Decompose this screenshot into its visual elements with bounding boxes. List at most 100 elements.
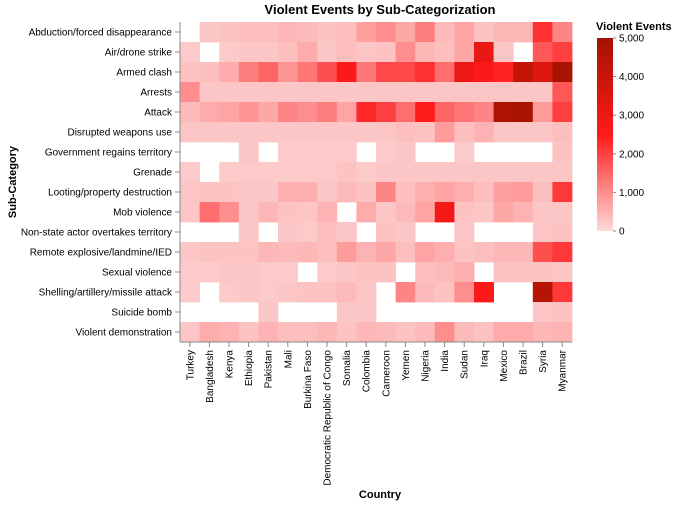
heatmap-cell [395, 102, 416, 123]
heatmap-cell [219, 42, 240, 63]
heatmap-cell [376, 62, 396, 83]
heatmap-cell [552, 242, 573, 263]
heatmap-cell [356, 82, 377, 103]
heatmap-cell [180, 242, 200, 263]
heatmap-cell [474, 82, 494, 103]
heatmap-cell [356, 102, 377, 123]
x-tick-label: Sudan [460, 350, 471, 379]
legend-tick-label: 1,000 [619, 188, 644, 199]
heatmap-cell [356, 182, 377, 203]
heatmap-cell [415, 82, 436, 103]
heatmap-cell [493, 262, 514, 283]
heatmap-cell [336, 182, 357, 203]
heatmap-cell [297, 142, 318, 163]
heatmap-cell [180, 82, 200, 103]
y-tick-label: Violent demonstration [75, 328, 172, 339]
heatmap-cell [317, 242, 338, 263]
heatmap-cell [513, 322, 534, 343]
heatmap-cell [454, 62, 475, 83]
heatmap-cell [180, 42, 200, 63]
heatmap-cell [317, 202, 338, 223]
heatmap-cell [238, 322, 259, 343]
heatmap-cell [493, 62, 514, 83]
heatmap-cell [317, 262, 338, 283]
x-tick-label: Burkina Faso [303, 350, 314, 409]
heatmap-cell [238, 182, 259, 203]
heatmap-cell [238, 282, 259, 303]
heatmap-cell [356, 162, 377, 183]
heatmap-cell [532, 302, 553, 323]
heatmap-cell [297, 102, 318, 123]
heatmap-cell [415, 242, 436, 263]
heatmap-cell [376, 322, 396, 343]
heatmap-cell [297, 122, 318, 143]
heatmap-cell [219, 182, 240, 203]
heatmap-cell [180, 62, 200, 83]
y-tick-label: Looting/property destruction [48, 188, 172, 199]
heatmap-cell [336, 22, 357, 43]
heatmap-cell [317, 182, 338, 203]
y-tick-label: Grenade [133, 168, 172, 179]
heatmap-cell [238, 142, 259, 163]
heatmap-cell [219, 82, 240, 103]
heatmap-cell [454, 222, 475, 243]
heatmap-cell [415, 102, 436, 123]
y-tick-label: Arrests [140, 88, 172, 99]
x-tick-label: Syria [538, 350, 549, 373]
heatmap-cell [317, 102, 338, 123]
y-tick-label: Disrupted weapons use [67, 128, 172, 139]
heatmap-cell [238, 62, 259, 83]
y-tick-labels: Abduction/forced disappearance Air/drone … [21, 28, 173, 339]
heatmap-cell [356, 62, 377, 83]
heatmap-cell [532, 222, 553, 243]
heatmap-cell [532, 322, 553, 343]
heatmap-cell [317, 162, 338, 183]
heatmap-cell [297, 42, 318, 63]
heatmap-cell [258, 82, 279, 103]
heatmap-cell [376, 82, 396, 103]
y-tick-label: Attack [144, 108, 173, 119]
heatmap-cell [552, 302, 573, 323]
heatmap-cell [376, 102, 396, 123]
heatmap-cell [238, 242, 259, 263]
x-tick-label: India [440, 350, 451, 372]
heatmap-cell [258, 162, 279, 183]
heatmap-cell [336, 82, 357, 103]
heatmap-cell [434, 322, 455, 343]
x-tick-label: Myanmar [558, 349, 569, 391]
x-tick-label: Pakistan [264, 350, 275, 388]
heatmap-cell [356, 122, 377, 143]
heatmap-cell [278, 202, 298, 223]
heatmap-cell [199, 262, 220, 283]
heatmap-cell [336, 42, 357, 63]
heatmap-cell [297, 162, 318, 183]
heatmap-cell [317, 82, 338, 103]
legend-tick-label: 2,000 [619, 149, 644, 160]
heatmap-cell [258, 42, 279, 63]
heatmap-cell [219, 242, 240, 263]
x-tick-label: Mexico [499, 350, 510, 382]
heatmap-cell [238, 162, 259, 183]
heatmap-cell [513, 22, 534, 43]
y-tick-label: Armed clash [116, 68, 172, 79]
heatmap-cell [552, 202, 573, 223]
heatmap-cell [552, 222, 573, 243]
heatmap-cell [415, 122, 436, 143]
heatmap-cell [278, 242, 298, 263]
heatmap-cell [376, 42, 396, 63]
legend-title: Violent Events [596, 21, 672, 33]
x-tick-label: Yemen [401, 350, 412, 381]
heatmap-cell [199, 202, 220, 223]
heatmap-cell [474, 102, 494, 123]
heatmap-cell [356, 242, 377, 263]
legend-color-bar [597, 38, 613, 231]
heatmap-cell [376, 242, 396, 263]
heatmap-cell [415, 262, 436, 283]
heatmap-cell [454, 202, 475, 223]
heatmap-cell [513, 202, 534, 223]
heatmap-cell [415, 22, 436, 43]
heatmap-cell [454, 282, 475, 303]
x-tick-label: Somalia [342, 350, 353, 387]
heatmap-cell [199, 82, 220, 103]
